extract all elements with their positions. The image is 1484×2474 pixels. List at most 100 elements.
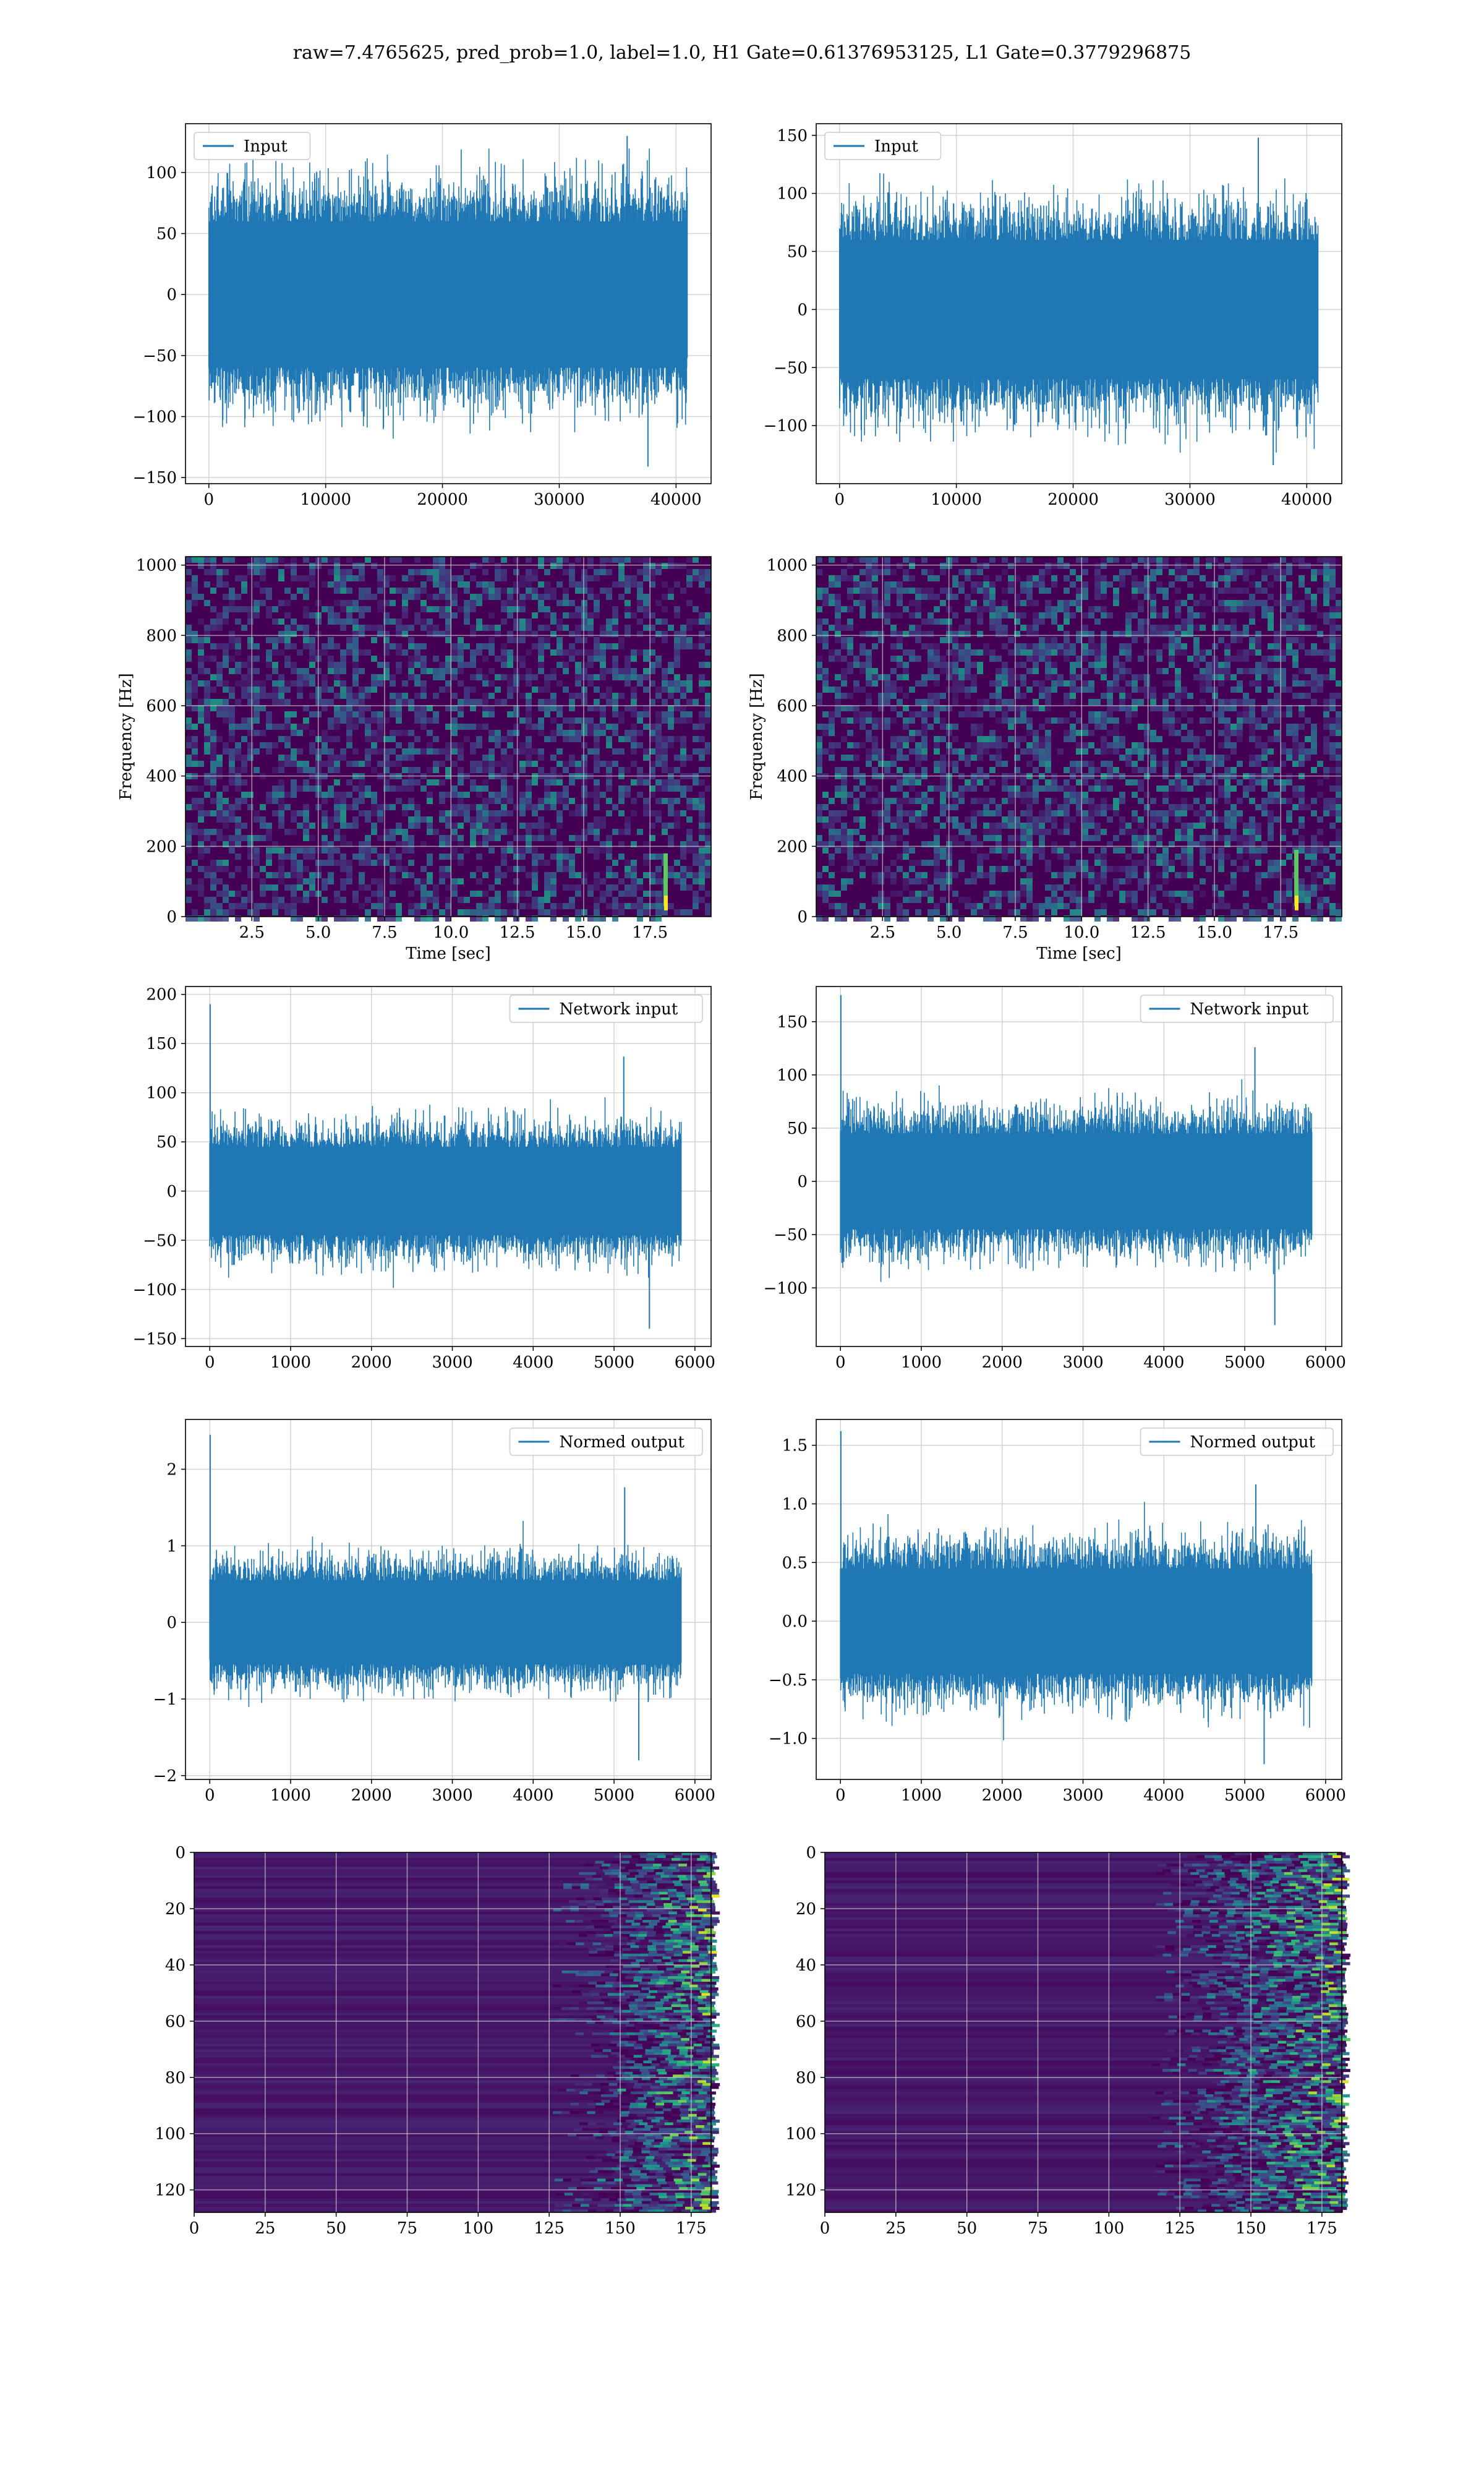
series-band <box>840 1568 1312 1674</box>
x-tick-label: 100 <box>463 2219 494 2238</box>
x-tick-label: 50 <box>326 2219 346 2238</box>
y-tick-label: −100 <box>133 408 177 426</box>
y-tick-label: 0.5 <box>782 1554 808 1572</box>
y-tick-label: 1000 <box>767 557 808 575</box>
y-tick-label: −150 <box>133 1330 177 1348</box>
y-tick-label: −1.0 <box>769 1730 808 1748</box>
y-tick-label: −100 <box>764 417 808 435</box>
y-tick-label: 1.5 <box>782 1437 808 1455</box>
y-tick-label: −50 <box>774 359 808 377</box>
legend-label: Network input <box>560 1000 678 1019</box>
x-tick-label: 25 <box>255 2219 275 2238</box>
chirp-peak <box>1295 895 1299 910</box>
legend-label: Normed output <box>560 1433 685 1452</box>
y-tick-label: 120 <box>155 2181 186 2200</box>
x-tick-label: 1000 <box>901 1353 942 1372</box>
x-tick-label: 2.5 <box>870 923 895 942</box>
x-tick-label: 2000 <box>351 1786 392 1805</box>
y-tick-label: 0 <box>797 1173 808 1191</box>
y-tick-label: 0 <box>166 908 177 927</box>
axes-frame <box>194 1852 712 2213</box>
y-tick-label: 600 <box>777 697 808 716</box>
x-tick-label: 0 <box>189 2219 200 2238</box>
y-tick-label: 60 <box>165 2013 186 2031</box>
y-tick-label: 50 <box>156 225 177 244</box>
x-tick-label: 3000 <box>1062 1786 1103 1805</box>
x-tick-label: 3000 <box>432 1353 472 1372</box>
x-tick-label: 2000 <box>351 1353 392 1372</box>
chirp-signal <box>663 853 668 906</box>
series-band <box>208 221 688 368</box>
legend-box <box>194 132 311 160</box>
y-tick-label: 100 <box>155 2125 186 2144</box>
chart-8: Normed output 0 1000 2000 3000 4000 5000 6000 −1… <box>769 1419 1346 1805</box>
chirp-signal <box>1294 850 1299 906</box>
x-tick-label: 0 <box>205 1786 215 1805</box>
y-axis-label: Frequency [Hz] <box>748 673 766 800</box>
y-tick-label: 0.0 <box>782 1612 808 1631</box>
y-tick-label: 400 <box>777 768 808 786</box>
y-tick-label: 100 <box>777 1066 808 1085</box>
y-tick-label: 0 <box>166 286 177 304</box>
y-tick-label: 100 <box>785 2125 816 2144</box>
axes-frame <box>185 123 712 484</box>
y-tick-label: 50 <box>787 243 808 262</box>
x-tick-label: 1000 <box>270 1786 311 1805</box>
legend-box <box>509 995 703 1023</box>
chart-10: 0 25 50 75 100 125 150 175 0 20 40 60 80 100 120 <box>785 1844 1351 2238</box>
legend-label: Input <box>874 137 918 156</box>
legend-box <box>1140 995 1334 1023</box>
y-tick-label: 60 <box>796 2013 816 2031</box>
y-tick-label: −50 <box>143 1231 177 1250</box>
y-tick-label: −100 <box>133 1281 177 1299</box>
y-tick-label: 400 <box>146 768 177 786</box>
y-tick-label: −50 <box>143 347 177 366</box>
legend-box <box>1140 1427 1334 1456</box>
x-axis-label: Time [sec] <box>1036 944 1122 963</box>
y-tick-label: −2 <box>153 1767 177 1786</box>
x-tick-label: 50 <box>957 2219 977 2238</box>
y-tick-label: 0 <box>166 1183 177 1201</box>
x-tick-label: 3000 <box>432 1786 472 1805</box>
y-tick-label: 50 <box>156 1133 177 1152</box>
y-tick-label: 0 <box>175 1844 186 1862</box>
y-tick-label: −150 <box>133 469 177 487</box>
x-tick-label: 0 <box>204 490 215 509</box>
legend-label: Input <box>244 137 288 156</box>
x-tick-label: 125 <box>1164 2219 1195 2238</box>
y-tick-label: −0.5 <box>769 1671 808 1690</box>
y-tick-label: 1.0 <box>782 1495 808 1513</box>
x-tick-label: 2000 <box>982 1353 1023 1372</box>
x-tick-label: 17.5 <box>632 923 668 942</box>
x-tick-label: 3000 <box>1062 1353 1103 1372</box>
y-tick-label: 100 <box>777 185 808 203</box>
x-tick-label: 175 <box>1307 2219 1337 2238</box>
y-tick-label: 800 <box>777 627 808 645</box>
y-tick-label: 80 <box>165 2069 186 2087</box>
y-tick-label: 150 <box>777 1013 808 1032</box>
x-tick-label: 0 <box>835 1786 846 1805</box>
x-tick-label: 4000 <box>1143 1786 1184 1805</box>
y-axis-label: Frequency [Hz] <box>117 673 135 800</box>
x-axis-label: Time [sec] <box>406 944 491 963</box>
x-tick-label: 6000 <box>1305 1353 1346 1372</box>
x-tick-label: 10.0 <box>1064 923 1099 942</box>
y-tick-label: 200 <box>777 837 808 856</box>
x-tick-label: 7.5 <box>1002 923 1028 942</box>
axes-frame <box>816 556 1342 917</box>
x-tick-label: 6000 <box>675 1786 715 1805</box>
y-tick-label: 200 <box>146 986 177 1004</box>
y-tick-label: 50 <box>787 1119 808 1138</box>
legend-box <box>509 1427 703 1456</box>
chart-1: Input 0 10000 20000 30000 40000 −150 −100 −50 0 50… <box>133 123 712 509</box>
axes-frame <box>185 986 712 1347</box>
axes-frame <box>816 1419 1342 1780</box>
y-tick-label: 120 <box>785 2181 816 2200</box>
x-tick-label: 12.5 <box>1130 923 1166 942</box>
figure-title: raw=7.4765625, pred_prob=1.0, label=1.0,… <box>292 42 1192 64</box>
x-tick-label: 20000 <box>417 490 468 509</box>
x-tick-label: 0 <box>205 1353 215 1372</box>
y-tick-label: 1 <box>166 1537 177 1556</box>
x-tick-label: 4000 <box>1143 1353 1184 1372</box>
